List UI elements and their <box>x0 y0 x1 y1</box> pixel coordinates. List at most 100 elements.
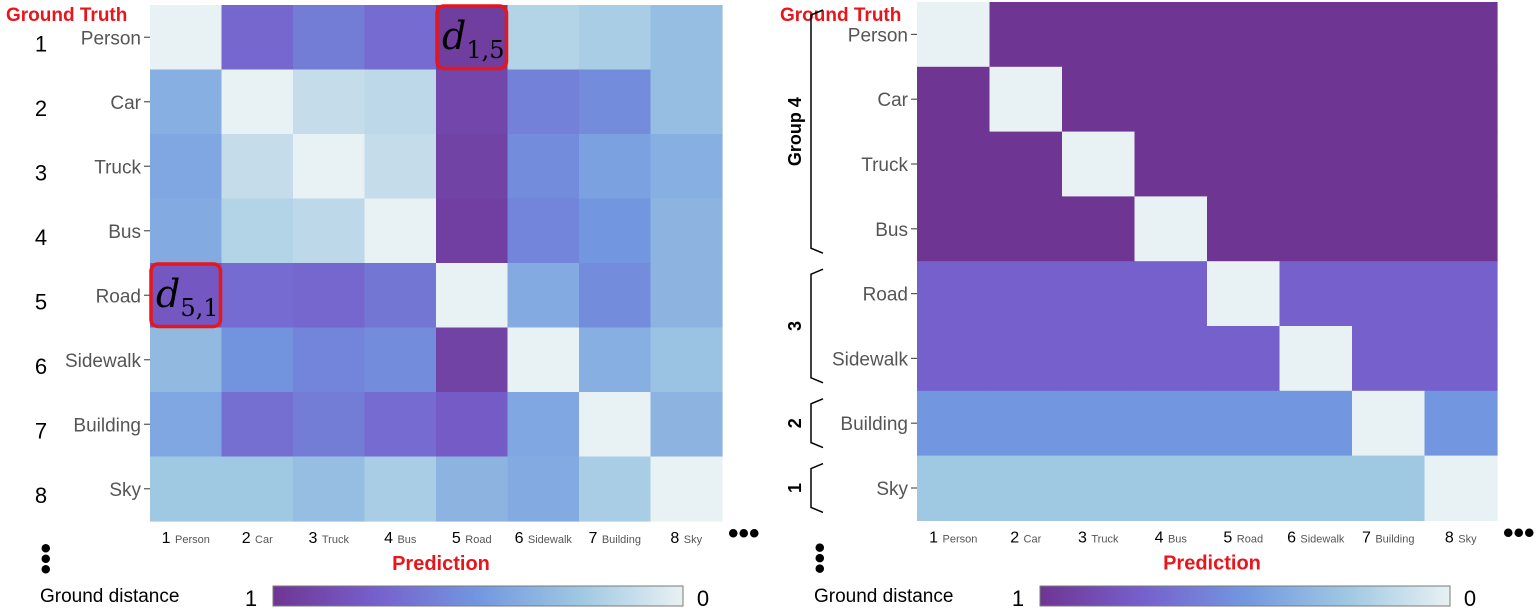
heatmap-cell <box>1279 2 1353 68</box>
distance-symbol: d <box>442 14 466 58</box>
heatmap-cell <box>1207 261 1281 327</box>
x-tick-label: 6 Sidewalk <box>1287 529 1345 546</box>
x-tick-index: 3 <box>309 530 322 547</box>
heatmap-cell <box>507 263 580 329</box>
x-tick-label: 1 Person <box>162 530 210 547</box>
x-tick-index: 8 <box>1445 529 1458 546</box>
x-tick-index: 5 <box>452 530 465 547</box>
x-tick-category: Road <box>465 534 491 546</box>
x-tick-index: 2 <box>242 530 255 547</box>
heatmap-cell <box>650 456 723 522</box>
heatmap-cell <box>436 69 509 135</box>
heatmap-cell <box>579 392 652 458</box>
heatmap-cell <box>917 261 991 327</box>
heatmap-cell <box>650 327 723 393</box>
heatmap-cell <box>1207 326 1281 392</box>
group-label: 3 <box>785 321 805 331</box>
heatmap-cell <box>917 455 991 521</box>
y-tick-label: Bus <box>875 220 908 241</box>
x-tick-category: Person <box>175 534 210 546</box>
heatmap-cell <box>1352 131 1426 197</box>
group-bracket <box>810 398 824 449</box>
y-tick-label: Road <box>863 285 908 306</box>
heatmap-cell <box>221 456 294 522</box>
x-tick-label: 5 Road <box>452 530 492 547</box>
x-tick-index: 1 <box>929 529 942 546</box>
y-tick-label: Person <box>848 25 908 46</box>
heatmap-cell <box>1279 455 1353 521</box>
heatmap-cell <box>150 456 223 522</box>
colorbar <box>272 585 684 607</box>
x-tick-category: Car <box>255 534 273 546</box>
left-heatmap-chart: Ground TruthPersonCarTruckBusRoadSidewal… <box>6 4 760 611</box>
y-tick-label: Sky <box>109 480 141 501</box>
heatmap-cell <box>364 263 437 329</box>
heatmap-cell <box>1424 455 1498 521</box>
x-tick-category: Person <box>942 533 977 545</box>
colorbar-min-label: 1 <box>1012 586 1024 611</box>
heatmap-cell <box>1134 261 1208 327</box>
heatmap-cell <box>436 198 509 264</box>
row-index-label: 5 <box>35 289 47 314</box>
colorbar <box>1039 585 1451 607</box>
x-tick-index: 4 <box>1155 529 1168 546</box>
x-tick-category: Truck <box>322 534 350 546</box>
heatmap-cell <box>917 131 991 197</box>
x-tick-label: 4 Bus <box>384 530 417 547</box>
heatmap-cell <box>364 5 437 71</box>
heatmap-cell <box>293 198 366 264</box>
colorbar-title: Ground distance <box>814 586 953 607</box>
heatmap-cell <box>293 263 366 329</box>
heatmap-cell <box>364 392 437 458</box>
heatmap-cell <box>1062 261 1136 327</box>
y-tick-label: Car <box>877 90 908 111</box>
heatmap-cell <box>1207 455 1281 521</box>
y-tick-label: Building <box>73 415 141 436</box>
x-tick-category: Building <box>602 534 641 546</box>
heatmap-cell <box>1279 66 1353 133</box>
heatmap-cell <box>150 5 223 71</box>
heatmap-cell <box>1062 326 1136 392</box>
heatmap-cell <box>150 134 223 200</box>
x-tick-category: Truck <box>1091 533 1119 545</box>
heatmap-cell <box>436 134 509 200</box>
heatmap-cell <box>436 327 509 393</box>
heatmap-cell <box>293 392 366 458</box>
colorbar-max-label: 0 <box>1464 586 1476 611</box>
heatmap-cell <box>150 263 223 329</box>
ellipsis-horizontal: ••• <box>1503 516 1535 549</box>
heatmap-cell <box>221 5 294 71</box>
y-tick-label: Road <box>96 286 141 307</box>
heatmap-cell <box>989 131 1063 197</box>
heatmap-cell <box>1134 196 1208 262</box>
x-tick-index: 8 <box>670 530 683 547</box>
heatmap-cell <box>989 196 1063 262</box>
heatmap-cell <box>917 196 991 262</box>
heatmap-cell <box>1352 261 1426 327</box>
y-tick-label: Sidewalk <box>832 349 909 370</box>
ground-truth-label: Ground Truth <box>780 5 901 26</box>
x-tick-label: 4 Bus <box>1155 529 1188 546</box>
group-label: 1 <box>785 483 805 493</box>
heatmap-cell <box>221 198 294 264</box>
heatmap-cell <box>150 198 223 264</box>
prediction-label: Prediction <box>392 553 490 575</box>
heatmap-cell <box>507 327 580 393</box>
colorbar-title: Ground distance <box>40 586 179 607</box>
heatmap-cell <box>507 69 580 135</box>
row-index-label: 1 <box>35 31 47 56</box>
heatmap-cell <box>650 392 723 458</box>
heatmap-cell <box>293 456 366 522</box>
heatmap-cell <box>1424 196 1498 262</box>
y-tick-label: Person <box>81 28 141 49</box>
heatmap-cell <box>1134 390 1208 457</box>
heatmap-cell <box>1352 2 1426 68</box>
group-bracket <box>810 9 824 254</box>
heatmap-cell <box>989 66 1063 133</box>
heatmap-cell <box>650 5 723 71</box>
heatmap-cell <box>507 392 580 458</box>
heatmap-cell <box>650 134 723 200</box>
heatmap-cell <box>1134 326 1208 392</box>
x-tick-category: Building <box>1375 533 1414 545</box>
heatmap-cell <box>364 198 437 264</box>
